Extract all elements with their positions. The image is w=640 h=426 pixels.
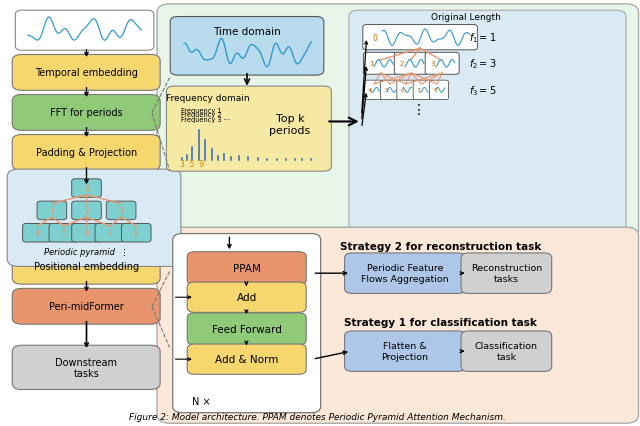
FancyBboxPatch shape bbox=[429, 81, 449, 100]
Text: 6: 6 bbox=[84, 229, 89, 238]
FancyBboxPatch shape bbox=[344, 331, 465, 371]
Text: 2: 2 bbox=[84, 207, 89, 216]
Text: Top k
periods: Top k periods bbox=[269, 114, 310, 135]
Text: Periodic pyramid  ⋮: Periodic pyramid ⋮ bbox=[44, 248, 129, 256]
FancyBboxPatch shape bbox=[397, 81, 416, 100]
Text: Add & Norm: Add & Norm bbox=[215, 354, 278, 364]
Text: Time domain: Time domain bbox=[213, 27, 281, 37]
Text: $f_2=3$: $f_2=3$ bbox=[469, 57, 497, 71]
Text: Downstream
tasks: Downstream tasks bbox=[55, 357, 117, 378]
Text: $f_1=1$: $f_1=1$ bbox=[469, 31, 497, 45]
Text: PPAM: PPAM bbox=[233, 264, 260, 273]
FancyBboxPatch shape bbox=[188, 252, 306, 285]
Text: Reconstruction
tasks: Reconstruction tasks bbox=[471, 264, 542, 283]
FancyBboxPatch shape bbox=[7, 170, 181, 267]
Text: 8: 8 bbox=[433, 88, 437, 93]
FancyBboxPatch shape bbox=[22, 224, 52, 242]
Text: 1: 1 bbox=[369, 61, 373, 67]
FancyBboxPatch shape bbox=[364, 53, 397, 75]
Text: Frequency domain: Frequency domain bbox=[166, 93, 249, 102]
Text: Temporal embedding: Temporal embedding bbox=[35, 68, 138, 78]
Text: 4: 4 bbox=[368, 88, 372, 93]
FancyBboxPatch shape bbox=[349, 11, 626, 234]
FancyBboxPatch shape bbox=[363, 26, 477, 51]
FancyBboxPatch shape bbox=[95, 224, 125, 242]
FancyBboxPatch shape bbox=[166, 87, 332, 172]
FancyBboxPatch shape bbox=[157, 5, 639, 240]
FancyBboxPatch shape bbox=[12, 135, 160, 171]
FancyBboxPatch shape bbox=[461, 253, 552, 294]
Text: Flatten &
Projection: Flatten & Projection bbox=[381, 342, 429, 361]
Text: Classification
task: Classification task bbox=[475, 342, 538, 361]
Text: FFT for periods: FFT for periods bbox=[50, 108, 122, 118]
Text: Padding & Projection: Padding & Projection bbox=[36, 148, 137, 158]
FancyBboxPatch shape bbox=[12, 95, 160, 131]
Text: 2: 2 bbox=[400, 61, 404, 67]
Text: N ×: N × bbox=[191, 396, 211, 406]
Text: 0: 0 bbox=[84, 184, 89, 193]
Text: 3  5  9: 3 5 9 bbox=[180, 159, 204, 168]
Text: Periodic Feature
Flows Aggregation: Periodic Feature Flows Aggregation bbox=[361, 264, 449, 283]
FancyBboxPatch shape bbox=[12, 55, 160, 91]
FancyBboxPatch shape bbox=[12, 289, 160, 325]
Text: Feed Forward: Feed Forward bbox=[212, 324, 282, 334]
FancyBboxPatch shape bbox=[72, 224, 101, 242]
FancyBboxPatch shape bbox=[12, 345, 160, 390]
Text: 5: 5 bbox=[61, 229, 67, 238]
FancyBboxPatch shape bbox=[188, 344, 306, 374]
Text: 1: 1 bbox=[49, 207, 54, 216]
Text: Frequency 1: Frequency 1 bbox=[181, 107, 221, 113]
Text: Figure 2: Model architecture. PPAM denotes Periodic Pyramid Attention Mechanism.: Figure 2: Model architecture. PPAM denot… bbox=[129, 412, 506, 421]
FancyBboxPatch shape bbox=[173, 234, 321, 413]
FancyBboxPatch shape bbox=[188, 313, 306, 345]
Text: Original Length: Original Length bbox=[431, 13, 500, 22]
FancyBboxPatch shape bbox=[461, 331, 552, 371]
Text: 5: 5 bbox=[384, 88, 388, 93]
FancyBboxPatch shape bbox=[106, 201, 136, 220]
FancyBboxPatch shape bbox=[12, 249, 160, 285]
Text: 7: 7 bbox=[417, 88, 421, 93]
FancyBboxPatch shape bbox=[170, 17, 324, 76]
Text: Peri-midFormer: Peri-midFormer bbox=[49, 302, 124, 311]
FancyBboxPatch shape bbox=[425, 53, 459, 75]
FancyBboxPatch shape bbox=[49, 224, 79, 242]
FancyBboxPatch shape bbox=[37, 201, 67, 220]
Text: ⋮: ⋮ bbox=[412, 103, 425, 117]
FancyBboxPatch shape bbox=[157, 228, 639, 423]
Text: 3: 3 bbox=[431, 61, 435, 67]
Text: Add: Add bbox=[237, 293, 257, 302]
FancyBboxPatch shape bbox=[122, 224, 151, 242]
Text: Positional embedding: Positional embedding bbox=[34, 262, 139, 272]
Text: Strategy 1 for classification task: Strategy 1 for classification task bbox=[344, 317, 537, 327]
FancyBboxPatch shape bbox=[188, 282, 306, 313]
FancyBboxPatch shape bbox=[380, 81, 399, 100]
Text: Strategy 2 for reconstruction task: Strategy 2 for reconstruction task bbox=[340, 242, 541, 252]
Text: Frequency 3 ···: Frequency 3 ··· bbox=[181, 117, 230, 123]
FancyBboxPatch shape bbox=[72, 179, 101, 198]
Text: 0: 0 bbox=[373, 34, 378, 43]
FancyBboxPatch shape bbox=[413, 81, 432, 100]
FancyBboxPatch shape bbox=[394, 53, 428, 75]
FancyBboxPatch shape bbox=[344, 253, 465, 294]
Text: 7: 7 bbox=[108, 229, 112, 238]
FancyBboxPatch shape bbox=[15, 11, 154, 51]
FancyBboxPatch shape bbox=[72, 201, 101, 220]
Text: 3: 3 bbox=[118, 207, 124, 216]
Text: 4: 4 bbox=[35, 229, 40, 238]
Text: Frequency 2: Frequency 2 bbox=[181, 112, 221, 118]
FancyBboxPatch shape bbox=[364, 81, 383, 100]
Text: 6: 6 bbox=[401, 88, 404, 93]
Text: 8: 8 bbox=[134, 229, 139, 238]
Text: $f_3=5$: $f_3=5$ bbox=[469, 84, 497, 98]
